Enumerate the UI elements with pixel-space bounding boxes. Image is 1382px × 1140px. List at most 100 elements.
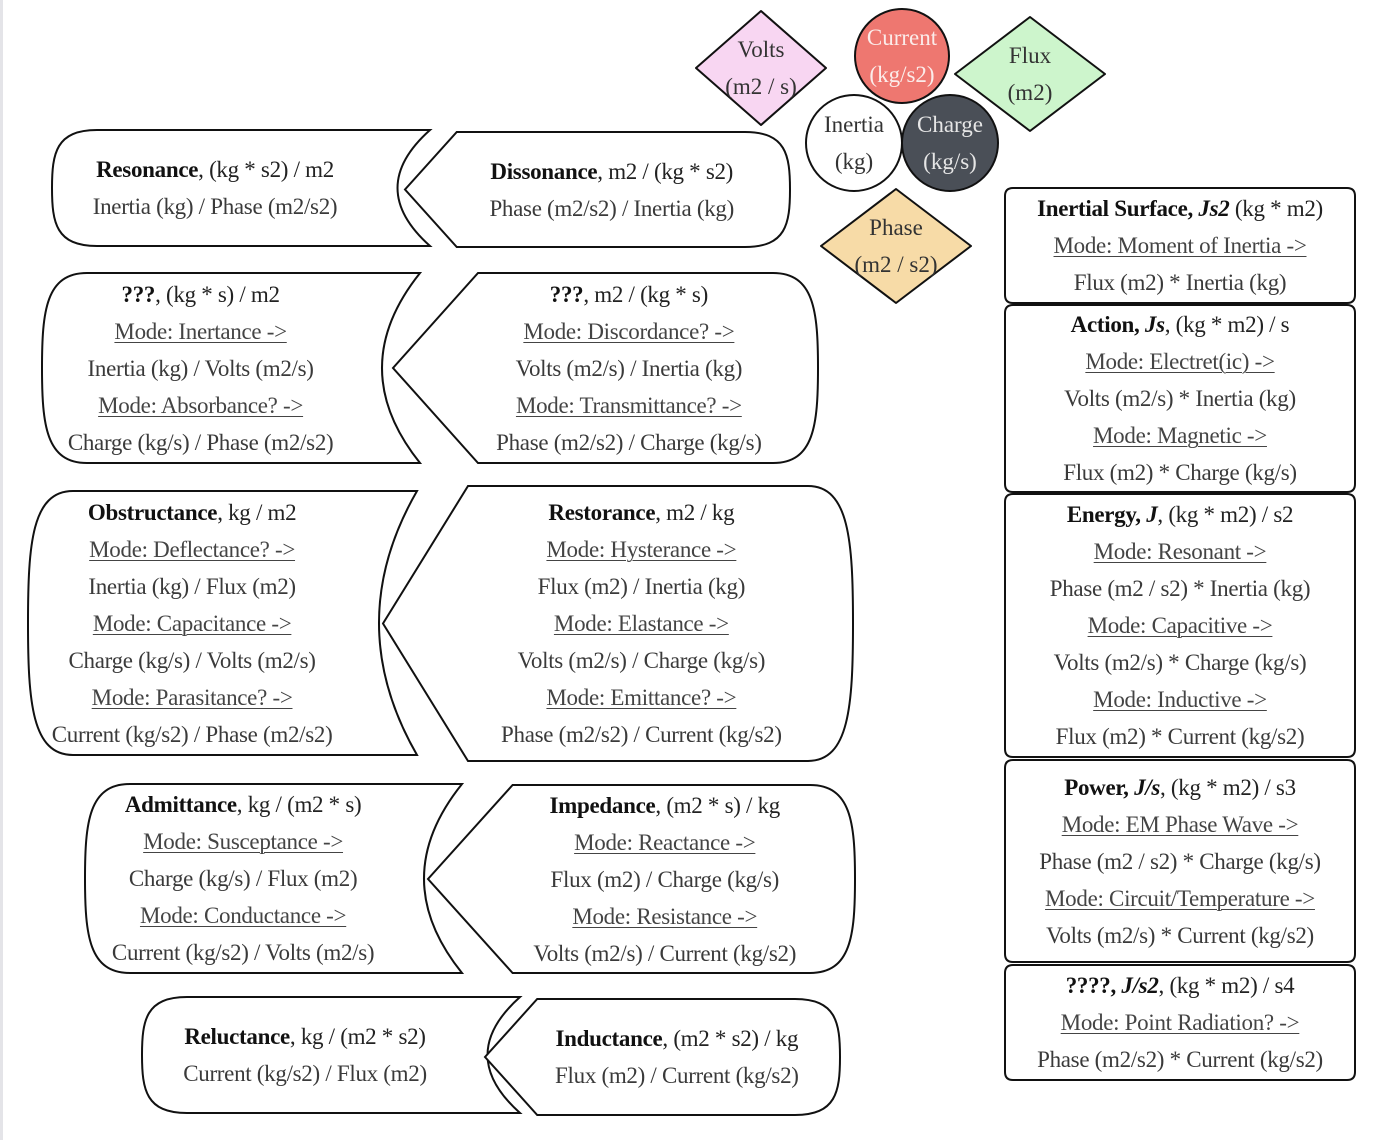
mode-link[interactable]: Mode: Conductance -> xyxy=(139,903,347,928)
quantity-units: , (kg * s) / m2 xyxy=(155,281,280,307)
formula-text: Flux (m2) / Current (kg/s2) xyxy=(555,1063,799,1088)
mode-link[interactable]: Mode: Magnetic -> xyxy=(1093,423,1267,448)
flux-node: Flux (m2) xyxy=(960,37,1100,111)
node-unit: (m2 / s2) xyxy=(854,252,938,277)
mode-link[interactable]: Mode: Elastance -> xyxy=(553,611,729,636)
quantity-name: Obstructance xyxy=(87,499,218,525)
formula-text: Volts (m2/s) * Inertia (kg) xyxy=(1064,386,1296,411)
quantity-name: Inductance xyxy=(555,1026,663,1051)
formula-text: Charge (kg/s) / Flux (m2) xyxy=(128,866,358,891)
inductance-shape xyxy=(483,998,842,1116)
obstructance-shape xyxy=(26,490,419,756)
block-title: ???, (kg * s) / m2 xyxy=(122,276,280,313)
block-title: Admittance, kg / (m2 * s) xyxy=(125,786,362,823)
mode-link[interactable]: Mode: Moment of Inertia -> xyxy=(1053,233,1307,258)
admittance-shape xyxy=(83,783,465,974)
formula-text: Inertia (kg) / Flux (m2) xyxy=(88,573,296,599)
quantity-name: Power, xyxy=(1064,774,1135,800)
energy-block: Energy, J, (kg * m2) / s2 Mode: Resonant … xyxy=(1005,494,1355,757)
quantity-units: , (kg * m2) / s xyxy=(1164,312,1290,337)
quantity-symbol: J/s2 xyxy=(1121,973,1159,998)
formula-text: Volts (m2/s) / Current (kg/s2) xyxy=(533,940,797,966)
mode-link[interactable]: Mode: Emittance? -> xyxy=(546,685,737,710)
reluctance-block: Reluctance, kg / (m2 * s2) Current (kg/s2… xyxy=(142,997,468,1113)
dissonance-shape xyxy=(403,131,792,248)
formula-text: Volts (m2/s) * Current (kg/s2) xyxy=(1046,922,1314,948)
unknown-js2-block: ????, J/s2, (kg * m2) / s4 Mode: Point Ra… xyxy=(1005,965,1355,1080)
mode-link[interactable]: Mode: Transmittance? -> xyxy=(515,392,742,418)
node-unit: (m2) xyxy=(1007,80,1053,105)
quantity-units: , m2 / kg xyxy=(655,500,735,525)
formula-text: Flux (m2) * Current (kg/s2) xyxy=(1055,724,1305,749)
action-block: Action, Js, (kg * m2) / s Mode: Electret(… xyxy=(1005,305,1355,492)
formula-text: Phase (m2/s2) / Current (kg/s2) xyxy=(501,722,782,747)
quantity-units: , (kg * s2) / m2 xyxy=(198,157,334,182)
mode-link[interactable]: Mode: EM Phase Wave -> xyxy=(1061,811,1299,837)
quantity-name: Dissonance xyxy=(490,158,598,184)
formula-text: Phase (m2/s2) * Current (kg/s2) xyxy=(1037,1047,1323,1072)
quantity-name: ????, xyxy=(1065,973,1122,998)
formula-text: Charge (kg/s) / Phase (m2/s2) xyxy=(67,429,334,455)
mode-link[interactable]: Mode: Resonant -> xyxy=(1093,539,1267,564)
phase-node-shape xyxy=(820,188,972,304)
quantity-name: Resonance xyxy=(96,157,199,182)
mode-link[interactable]: Mode: Inductive -> xyxy=(1093,687,1267,712)
volts-node-shape xyxy=(695,10,827,126)
resonance-block: Resonance, (kg * s2) / m2 Inertia (kg) / … xyxy=(52,130,378,246)
formula-text: Current (kg/s2) / Volts (m2/s) xyxy=(111,940,375,965)
dissonance-block: Dissonance, m2 / (kg * s2) Phase (m2/s2) … xyxy=(433,132,790,247)
mode-link[interactable]: Mode: Circuit/Temperature -> xyxy=(1045,885,1315,911)
mode-link[interactable]: Mode: Electret(ic) -> xyxy=(1085,349,1275,374)
formula-text: Volts (m2/s) / Charge (kg/s) xyxy=(517,648,766,673)
impedance-shape xyxy=(426,784,857,974)
quantity-units: (kg * m2) xyxy=(1229,196,1323,221)
flux-node-shape xyxy=(954,16,1106,132)
mode-link[interactable]: Mode: Deflectance? -> xyxy=(89,536,296,562)
node-label: Phase xyxy=(869,215,923,240)
mode-link[interactable]: Mode: Absorbance? -> xyxy=(98,392,304,418)
current-node: Current (kg/s2) xyxy=(832,19,972,93)
block-title: Inductance, (m2 * s2) / kg xyxy=(556,1020,799,1057)
block-title: Reluctance, kg / (m2 * s2) xyxy=(184,1018,426,1055)
unknown-right-block: ???, m2 / (kg * s) Mode: Discordance? -> V… xyxy=(440,273,818,463)
block-title: Action, Js, (kg * m2) / s xyxy=(1071,306,1290,343)
node-unit: (kg/s2) xyxy=(869,62,935,87)
formula-text: Phase (m2 / s2) * Charge (kg/s) xyxy=(1039,848,1321,874)
mode-link[interactable]: Mode: Inertance -> xyxy=(114,318,287,344)
formula-text: Charge (kg/s) / Volts (m2/s) xyxy=(68,647,316,673)
node-label: Charge xyxy=(916,112,983,137)
action-shape xyxy=(1004,304,1356,493)
quantity-symbol: Js xyxy=(1144,312,1165,337)
mode-link[interactable]: Mode: Parasitance? -> xyxy=(91,684,293,710)
resonance-shape xyxy=(50,129,433,247)
charge-node: Charge (kg/s) xyxy=(880,106,1020,180)
formula-text: Inertia (kg) / Phase (m2/s2) xyxy=(92,194,338,219)
mode-link[interactable]: Mode: Susceptance -> xyxy=(143,829,344,854)
quantity-units: , (kg * m2) / s3 xyxy=(1160,774,1296,800)
mode-link[interactable]: Mode: Resistance -> xyxy=(572,903,758,929)
quantity-units: , (m2 * s2) / kg xyxy=(662,1026,799,1051)
unknown-left-shape xyxy=(40,272,423,464)
node-label: Inertia xyxy=(823,112,884,137)
block-title: Restorance, m2 / kg xyxy=(548,494,734,531)
mode-link[interactable]: Mode: Hysterance -> xyxy=(546,537,737,562)
mode-link[interactable]: Mode: Reactance -> xyxy=(574,829,756,855)
inertial-surface-shape xyxy=(1004,187,1356,304)
formula-text: Current (kg/s2) / Phase (m2/s2) xyxy=(51,721,333,747)
formula-text: Flux (m2) / Inertia (kg) xyxy=(537,574,746,599)
quantity-symbol: J xyxy=(1146,502,1158,527)
inductance-block: Inductance, (m2 * s2) / kg Flux (m2) / Cu… xyxy=(514,999,840,1115)
mode-link[interactable]: Mode: Discordance? -> xyxy=(523,318,735,344)
formula-text: Phase (m2/s2) / Charge (kg/s) xyxy=(496,429,762,455)
quantity-units: , kg / (m2 * s2) xyxy=(289,1024,426,1049)
formula-text: Phase (m2 / s2) * Inertia (kg) xyxy=(1049,576,1311,601)
node-unit: (kg/s) xyxy=(923,149,977,174)
mode-link[interactable]: Mode: Capacitance -> xyxy=(92,610,292,636)
block-title: Resonance, (kg * s2) / m2 xyxy=(96,151,334,188)
mode-link[interactable]: Mode: Capacitive -> xyxy=(1087,613,1273,638)
node-unit: (kg) xyxy=(834,149,874,174)
mode-link[interactable]: Mode: Point Radiation? -> xyxy=(1060,1010,1300,1035)
formula-text: Phase (m2/s2) / Inertia (kg) xyxy=(489,195,734,221)
obstructance-block: Obstructance, kg / m2 Mode: Deflectance? … xyxy=(28,491,356,755)
block-title: Inertial Surface, Js2 (kg * m2) xyxy=(1037,190,1323,227)
